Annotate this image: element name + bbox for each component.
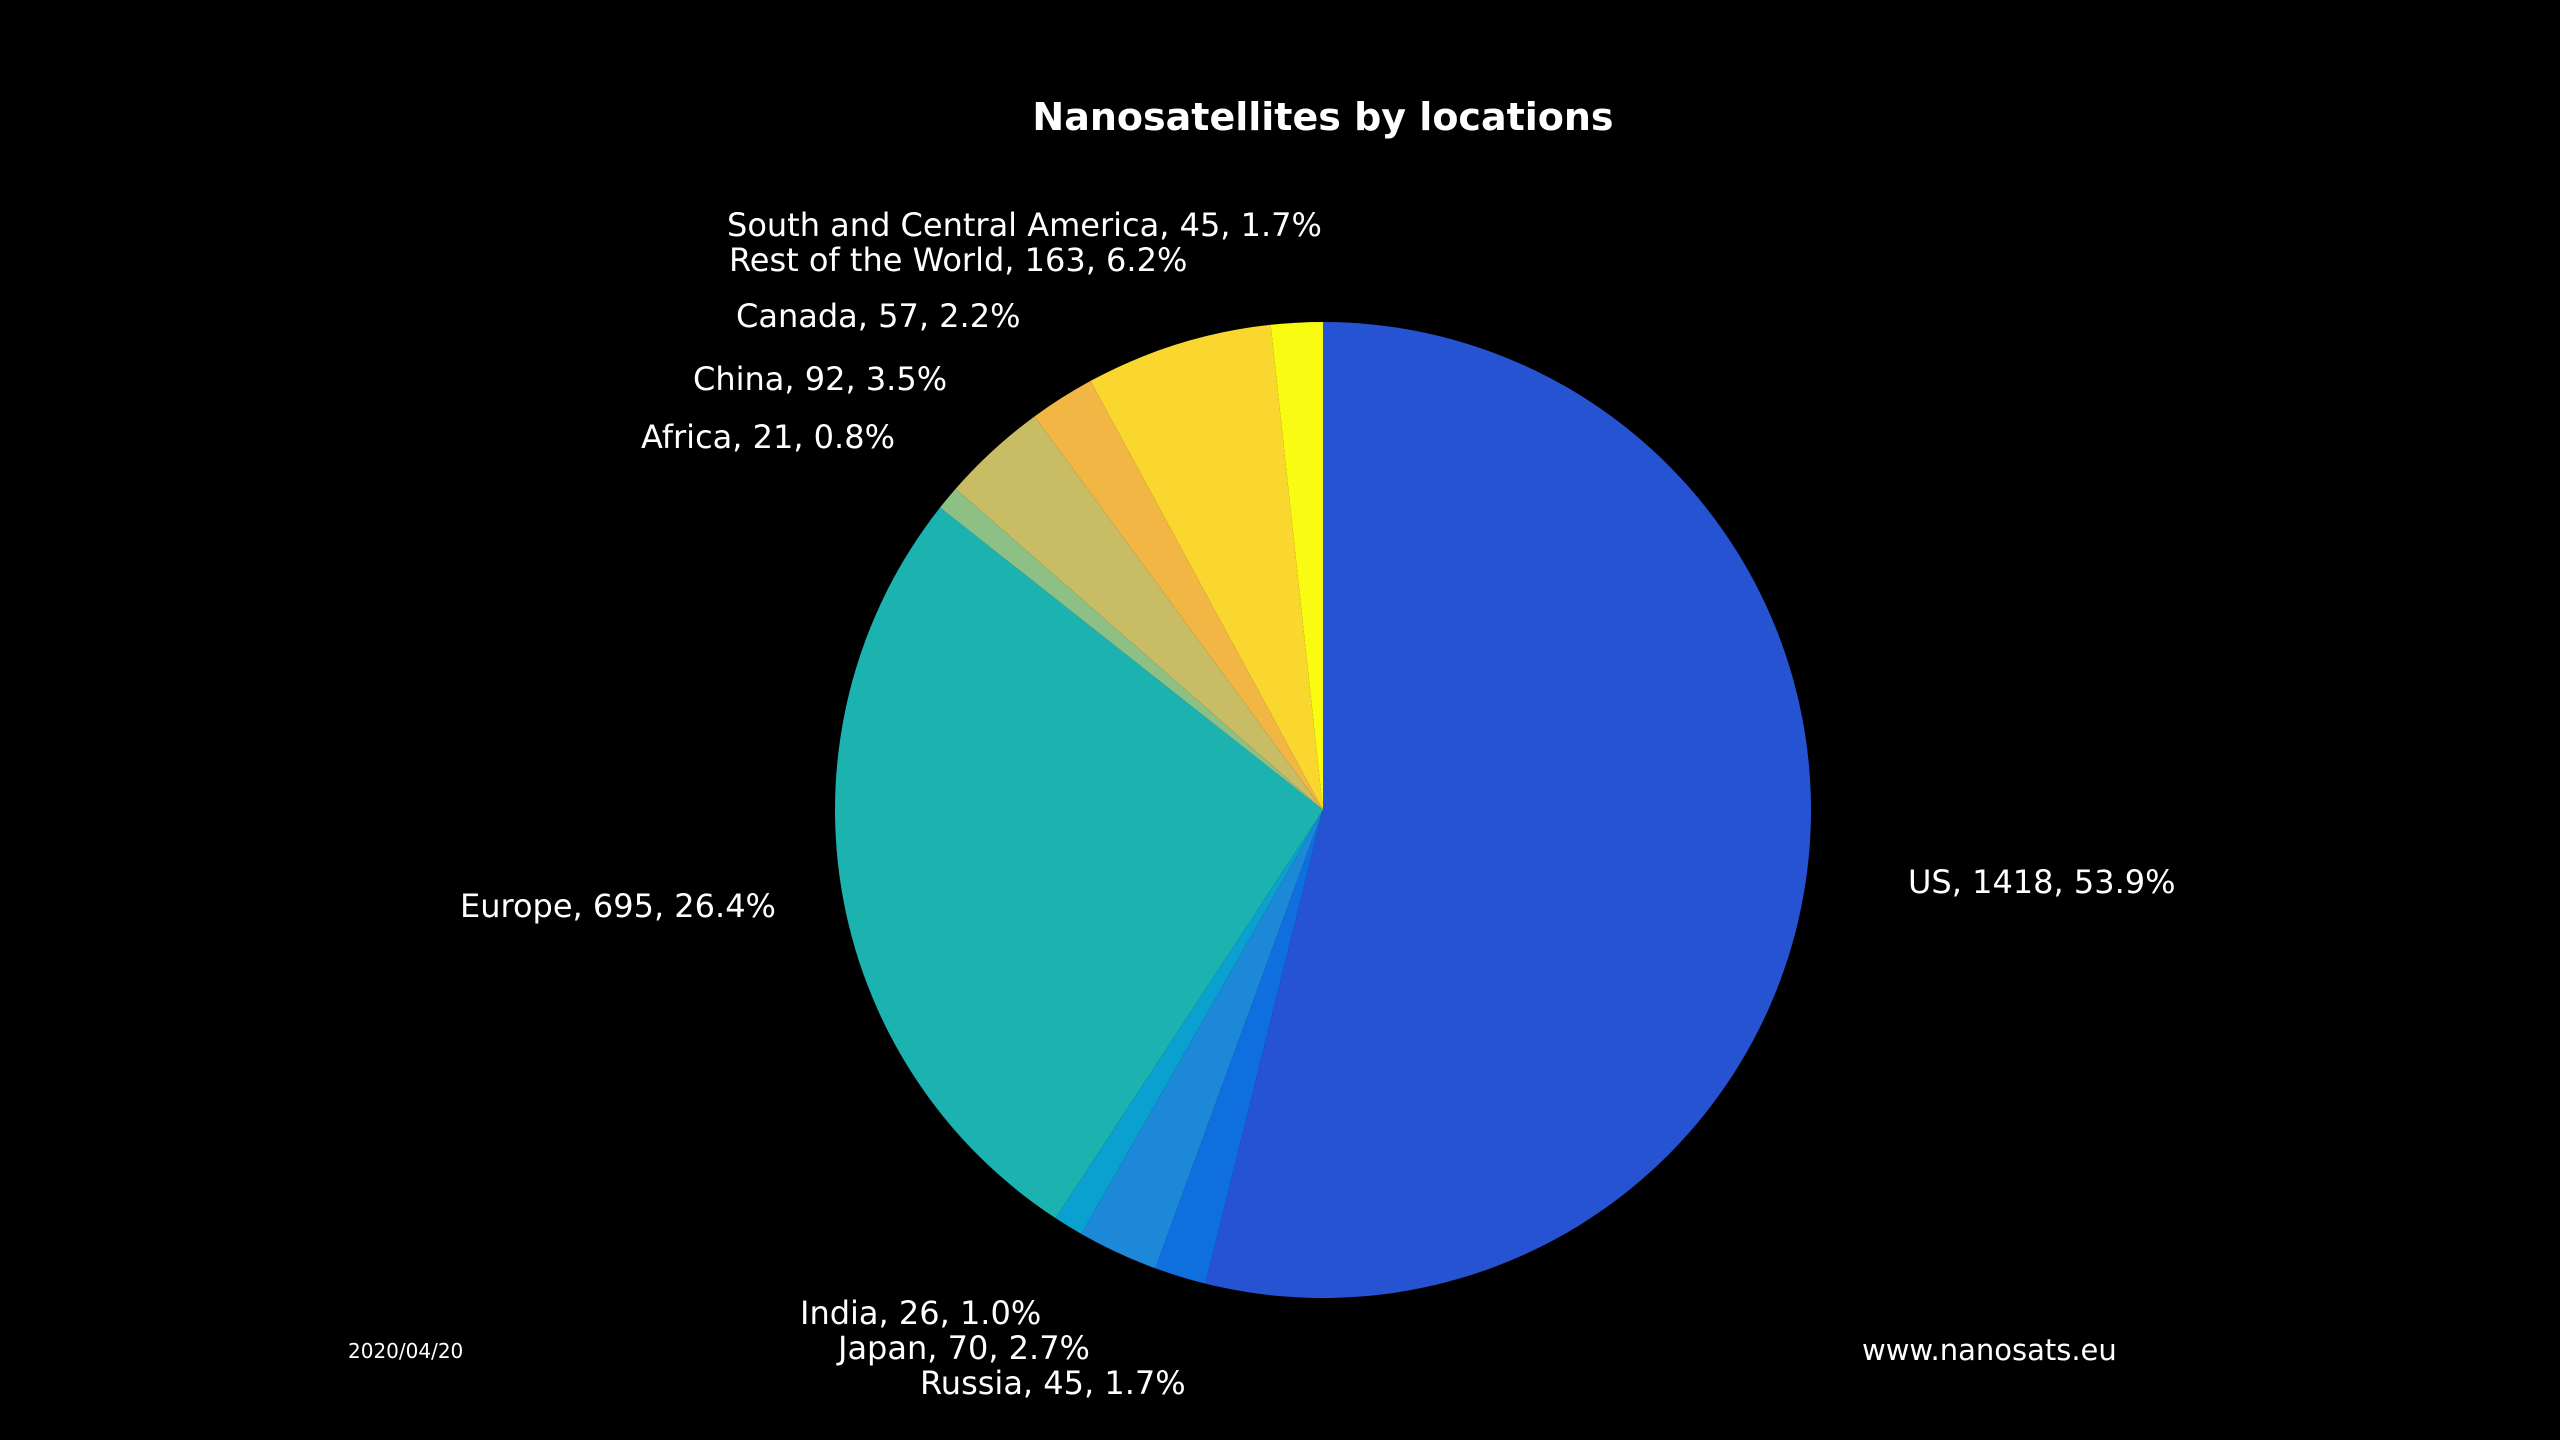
- pie-slice-china: [955, 416, 1323, 810]
- pie-slice-europe: [834, 507, 1323, 1219]
- slice-label-china: China, 92, 3.5%: [693, 360, 947, 398]
- slice-label-south-and-central-america: South and Central America, 45, 1.7%: [727, 206, 1322, 244]
- pie-slice-canada: [1034, 380, 1323, 810]
- pie-labels: US, 1418, 53.9% Russia, 45, 1.7%Japan, 70…: [460, 206, 2176, 1402]
- slice-label-canada: Canada, 57, 2.2%: [736, 297, 1020, 335]
- pie-slice-japan: [1081, 810, 1323, 1269]
- slice-label-us: US, 1418, 53.9%: [1908, 863, 2176, 901]
- pie-slice-us: [1205, 322, 1812, 1298]
- slice-label-india: India, 26, 1.0%: [800, 1294, 1041, 1332]
- date-stamp: 2020/04/20: [348, 1339, 463, 1363]
- pie-slice-south-and-central-america: [1270, 322, 1323, 810]
- slice-label-russia: Russia, 45, 1.7%: [920, 1364, 1186, 1402]
- pie-slice-india: [1055, 810, 1323, 1234]
- chart-title: Nanosatellites by locations: [1032, 95, 1613, 139]
- pie-slices: [834, 322, 1812, 1298]
- slice-label-rest-of-the-world: Rest of the World, 163, 6.2%: [729, 241, 1187, 279]
- slice-label-europe: Europe, 695, 26.4%: [460, 887, 776, 925]
- pie-slice-africa: [940, 488, 1323, 810]
- slice-label-japan: Japan, 70, 2.7%: [836, 1329, 1090, 1367]
- pie-slice-rest-of-the-world: [1090, 324, 1323, 810]
- website-link[interactable]: www.nanosats.eu: [1862, 1333, 2117, 1367]
- pie-slice-russia: [1155, 810, 1323, 1284]
- slice-label-africa: Africa, 21, 0.8%: [641, 418, 895, 456]
